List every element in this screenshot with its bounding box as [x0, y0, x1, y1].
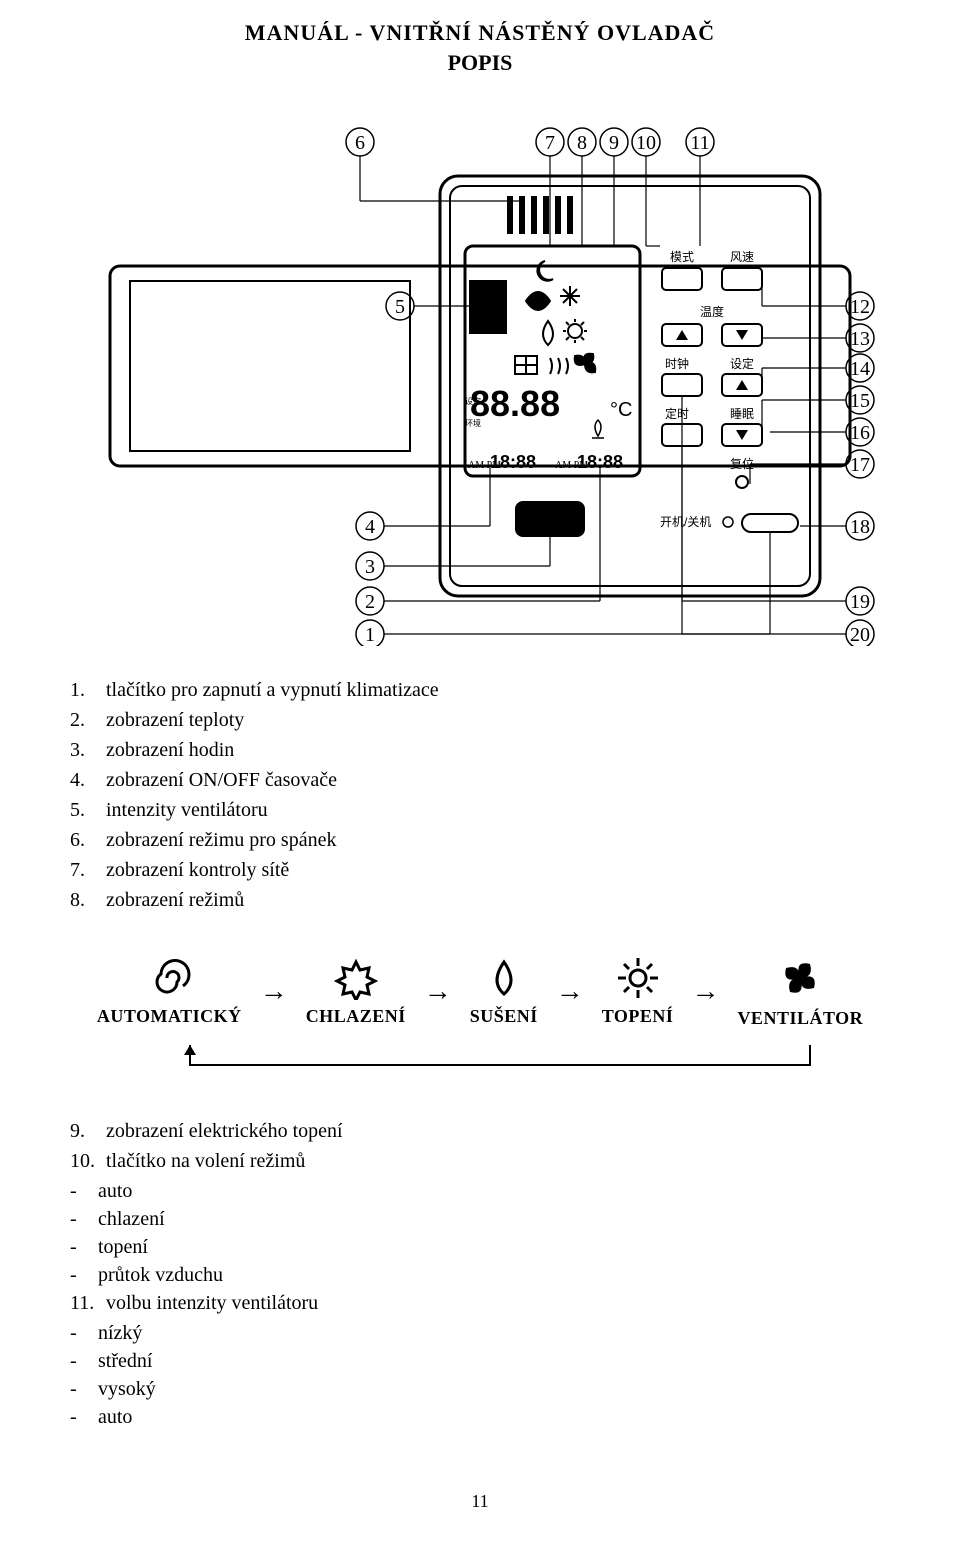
gear-icon [334, 956, 378, 1000]
sun-icon [616, 956, 660, 1000]
page-title: MANUÁL - VNITŘNÍ NÁSTĚNÝ OVLADAČ [40, 20, 920, 46]
list-item: 10.tlačítko na volení režimů [70, 1147, 920, 1175]
list-item: -vysoký [70, 1375, 920, 1403]
mode-dry: SUŠENÍ [470, 956, 538, 1027]
sublist-11: -nízký -střední -vysoký -auto [70, 1319, 920, 1431]
list-item: 7.zobrazení kontroly sítě [70, 856, 920, 884]
list-item: 8.zobrazení režimů [70, 886, 920, 914]
callout-3: 3 [365, 556, 375, 578]
callout-14: 14 [850, 358, 870, 380]
description-list-3: 11.volbu intenzity ventilátoru [70, 1289, 920, 1317]
droplet-icon [482, 956, 526, 1000]
callout-16: 16 [850, 422, 870, 444]
list-item: 4.zobrazení ON/OFF časovače [70, 766, 920, 794]
callout-17: 17 [850, 454, 870, 476]
callout-15: 15 [850, 390, 870, 412]
callout-10: 10 [636, 132, 656, 154]
sublist-10: -auto -chlazení -topení -průtok vzduchu [70, 1177, 920, 1289]
callout-12: 12 [850, 296, 870, 318]
mode-fan: VENTILÁTOR [737, 954, 863, 1029]
callout-13: 13 [850, 328, 870, 350]
list-item: 5.intenzity ventilátoru [70, 796, 920, 824]
page-subtitle: POPIS [40, 50, 920, 76]
btn-label-fan: 风速 [730, 250, 754, 264]
spiral-icon [147, 956, 191, 1000]
btn-label-timer: 定时 [665, 406, 689, 421]
fan-icon [776, 954, 824, 1002]
mode-loopback-arrow [40, 1037, 920, 1077]
btn-label-set: 设定 [730, 356, 754, 371]
callout-1: 1 [365, 624, 375, 646]
btn-label-clock: 时钟 [665, 356, 689, 371]
list-item: 3.zobrazení hodin [70, 736, 920, 764]
page-number: 11 [40, 1491, 920, 1512]
lcd-sub1: 设定 [465, 396, 481, 406]
callout-11: 11 [690, 132, 709, 154]
mode-cool: CHLAZENÍ [306, 956, 406, 1027]
callout-20: 20 [850, 624, 870, 646]
description-list-1: 1.tlačítko pro zapnutí a vypnutí klimati… [70, 676, 920, 914]
list-item: -chlazení [70, 1205, 920, 1233]
arrow-icon: → [424, 976, 452, 1008]
controller-diagram: 6 7 8 9 10 11 [40, 106, 920, 646]
btn-label-sleep: 睡眠 [730, 407, 754, 421]
list-item: 11.volbu intenzity ventilátoru [70, 1289, 920, 1317]
btn-label-temp: 温度 [700, 304, 724, 319]
lcd-time1: 18:88 [490, 452, 536, 472]
list-item: -střední [70, 1347, 920, 1375]
mode-heat: TOPENÍ [602, 956, 674, 1027]
callout-2: 2 [365, 591, 375, 613]
callout-7: 7 [545, 132, 555, 154]
lcd-unit: °C [610, 399, 632, 421]
list-item: 6.zobrazení režimu pro spánek [70, 826, 920, 854]
list-item: -nízký [70, 1319, 920, 1347]
svg-text:环境: 环境 [465, 418, 481, 428]
btn-label-mode: 模式 [670, 250, 694, 264]
arrow-icon: → [691, 976, 719, 1008]
callout-4: 4 [365, 516, 375, 538]
list-item: -průtok vzduchu [70, 1261, 920, 1289]
list-item: -topení [70, 1233, 920, 1261]
callout-9: 9 [609, 132, 619, 154]
list-item: 1.tlačítko pro zapnutí a vypnutí klimati… [70, 676, 920, 704]
lcd-digits: 88.88 [470, 383, 560, 424]
arrow-icon: → [556, 976, 584, 1008]
mode-cycle-row: AUTOMATICKÝ → CHLAZENÍ → SUŠENÍ → TOPENÍ… [40, 954, 920, 1029]
arrow-icon: → [260, 976, 288, 1008]
callout-5: 5 [395, 296, 405, 318]
list-item: 2.zobrazení teploty [70, 706, 920, 734]
btn-label-power: 开机/关机 [660, 515, 711, 529]
list-item: -auto [70, 1177, 920, 1205]
list-item: -auto [70, 1403, 920, 1431]
list-item: 9.zobrazení elektrického topení [70, 1117, 920, 1145]
mode-auto: AUTOMATICKÝ [97, 956, 242, 1027]
callout-19: 19 [850, 591, 870, 613]
callout-18: 18 [850, 516, 870, 538]
description-list-2: 9.zobrazení elektrického topení 10.tlačí… [70, 1117, 920, 1175]
callout-8: 8 [577, 132, 587, 154]
callout-6: 6 [355, 132, 365, 154]
